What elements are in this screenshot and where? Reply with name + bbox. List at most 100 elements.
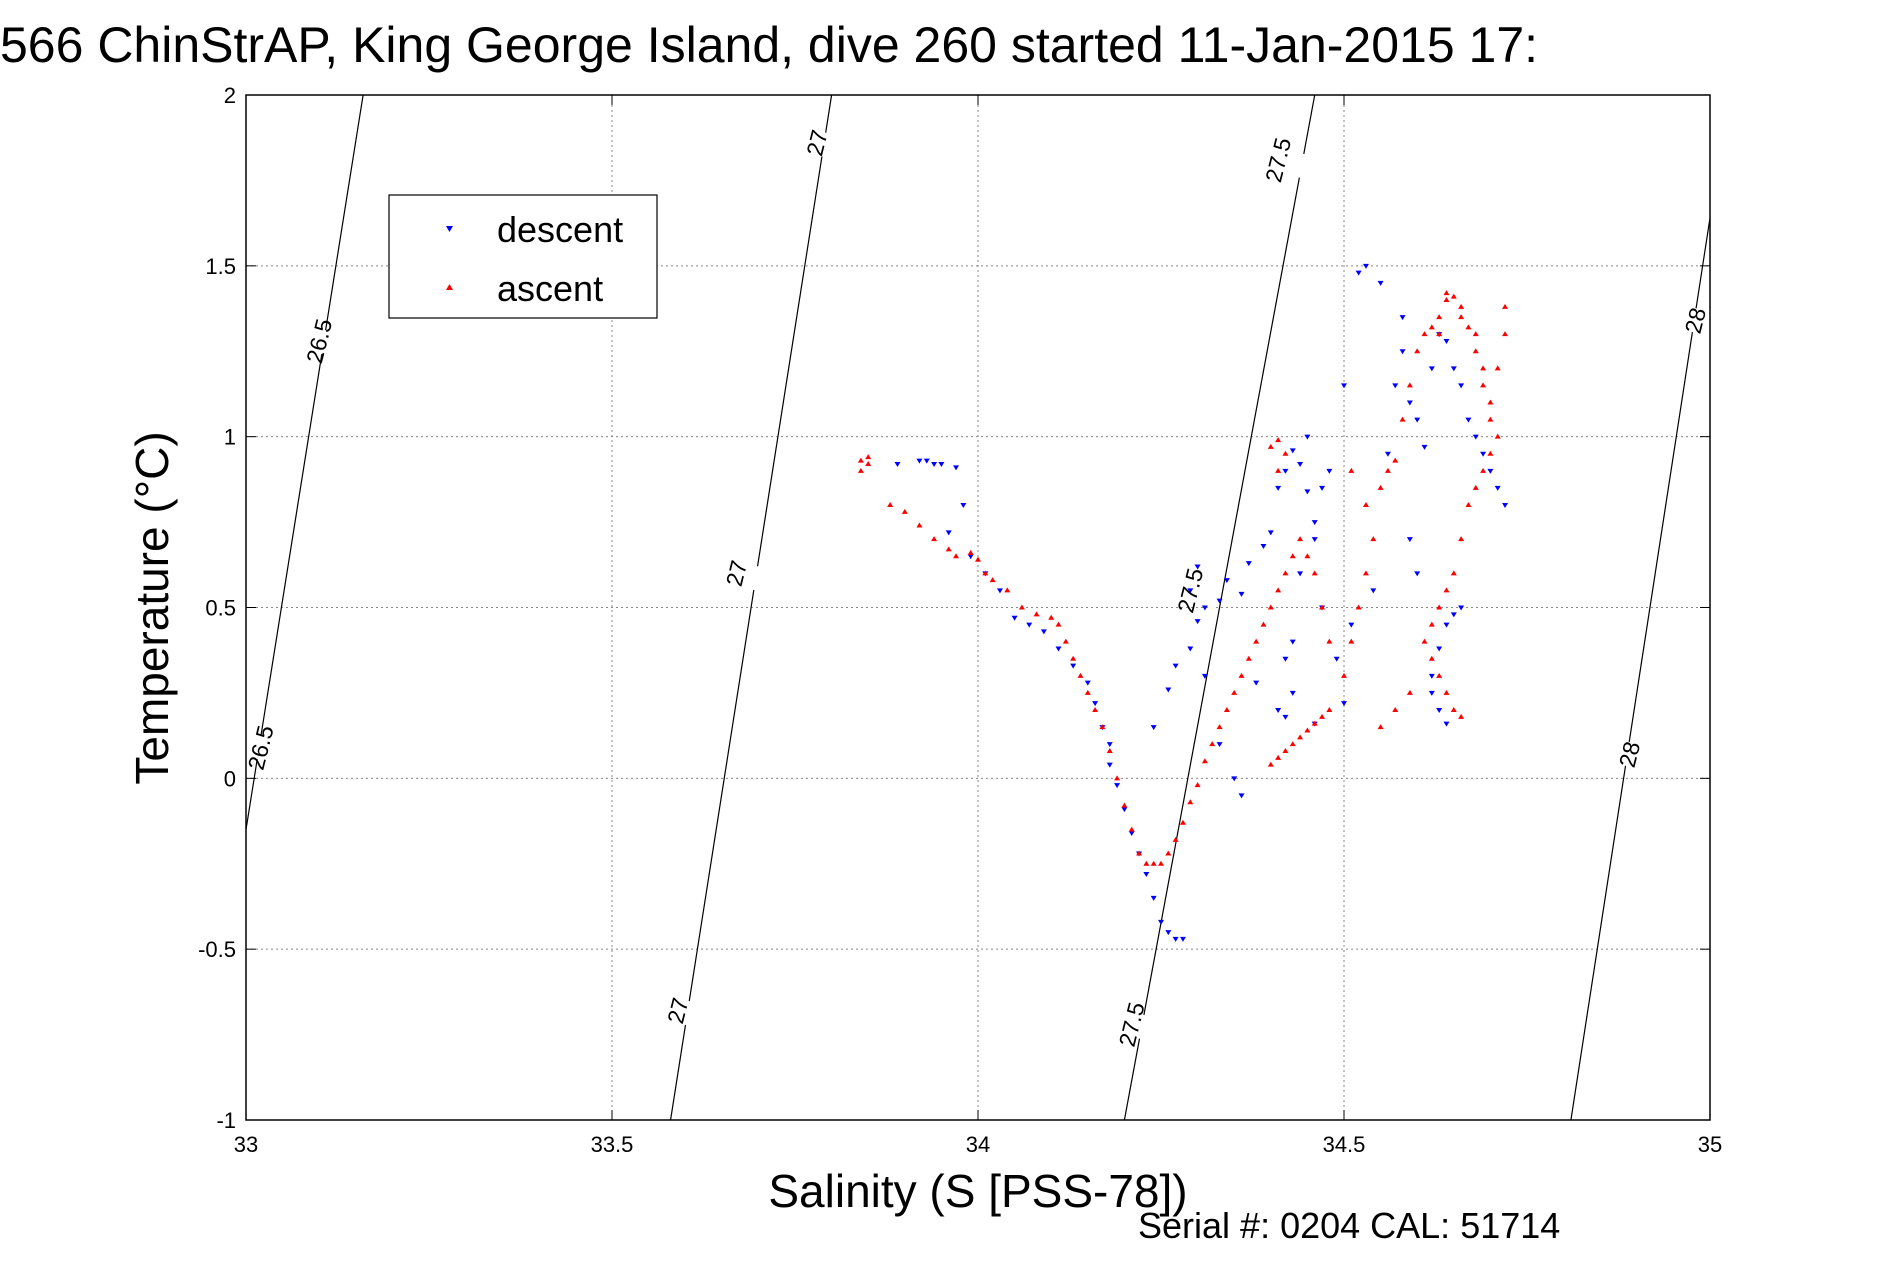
descent-point [1173,664,1179,669]
x-tick-label: 34.5 [1323,1132,1366,1157]
ascent-point [1297,734,1303,739]
ascent-point [1473,485,1479,490]
ascent-point [1282,748,1288,753]
ascent-point [1063,639,1069,644]
ascent-point [1341,673,1347,678]
ascent-point [1502,331,1508,336]
descent-point [997,588,1003,593]
ascent-point [1290,741,1296,746]
descent-point [1041,629,1047,634]
ascent-point [1180,820,1186,825]
descent-point [1422,445,1428,450]
descent-point [1165,688,1171,693]
x-tick-label: 34 [966,1132,990,1157]
descent-point [1275,486,1281,491]
ascent-point [968,550,974,555]
ascent-point [1363,570,1369,575]
ascent-point [1165,851,1171,856]
descent-point [1085,681,1091,686]
descent-point [1378,281,1384,286]
descent-point [1180,937,1186,942]
ascent-point [1143,861,1149,866]
ascent-point [1385,468,1391,473]
ascent-point [1246,656,1252,661]
ascent-point [1048,615,1054,620]
descent-point [1246,561,1252,566]
ascent-point [1253,639,1259,644]
ascent-point [1436,314,1442,319]
ascent-point [1275,755,1281,760]
descent-point [1268,530,1274,535]
descent-point [1334,657,1340,662]
descent-point [1326,469,1332,474]
descent-point [1392,383,1398,388]
descent-point [1304,435,1310,440]
descent-point [1143,872,1149,877]
ascent-point [931,536,937,541]
ascent-point [1465,324,1471,329]
x-tick-label: 33 [234,1132,258,1157]
descent-point [1451,366,1457,371]
ascent-point [865,454,871,459]
ascent-point [1422,331,1428,336]
ascent-point [1487,417,1493,422]
descent-point [1370,588,1376,593]
ascent-point [902,509,908,514]
ascent-point [1312,570,1318,575]
ascent-point [1473,331,1479,336]
descent-point [1056,647,1062,652]
descent-point [1275,708,1281,713]
ascent-point [916,523,922,528]
ascent-point [1443,690,1449,695]
descent-point [1165,930,1171,935]
ascent-point [1458,314,1464,319]
ascent-point [1282,570,1288,575]
ascent-point [1473,348,1479,353]
contour-label: 27.5 [1260,135,1296,185]
descent-point [1436,708,1442,713]
ascent-point [1378,485,1384,490]
ascent-point [1348,468,1354,473]
ascent-point [1209,741,1215,746]
descent-point [1312,520,1318,525]
ascent-point [858,458,864,463]
ascent-point [1392,707,1398,712]
descent-point [1217,742,1223,747]
descent-point [938,462,944,467]
descent-point [1121,807,1127,812]
ascent-point [1429,656,1435,661]
ascent-point [1326,639,1332,644]
descent-point [1348,623,1354,628]
ascent-point [1502,304,1508,309]
ascent-point [1304,728,1310,733]
descent-point [1443,722,1449,727]
ascent-point [1451,294,1457,299]
ascent-point [1187,799,1193,804]
ascent-point [1129,827,1135,832]
descent-point [1458,383,1464,388]
descent-point [1451,612,1457,617]
ascent-point [1004,587,1010,592]
ascent-point [1480,365,1486,370]
ascent-point [1239,673,1245,678]
descent-point [1304,489,1310,494]
ascent-point [1451,707,1457,712]
descent-point [1012,616,1018,621]
ascent-point [1114,775,1120,780]
ascent-point [1224,707,1230,712]
descent-point [1173,937,1179,942]
descent-point [960,503,966,508]
descent-point [1260,544,1266,549]
descent-point [1290,448,1296,453]
y-tick-label: 1 [224,425,236,450]
ascent-point [865,461,871,466]
descent-point [1092,701,1098,706]
y-tick-label: -0.5 [198,937,236,962]
ascent-point [1034,611,1040,616]
descent-point [1502,503,1508,508]
descent-point [1341,383,1347,388]
descent-point [1436,647,1442,652]
descent-point [1443,339,1449,344]
legend-label-descent: descent [497,209,623,250]
ascent-point [1260,622,1266,627]
